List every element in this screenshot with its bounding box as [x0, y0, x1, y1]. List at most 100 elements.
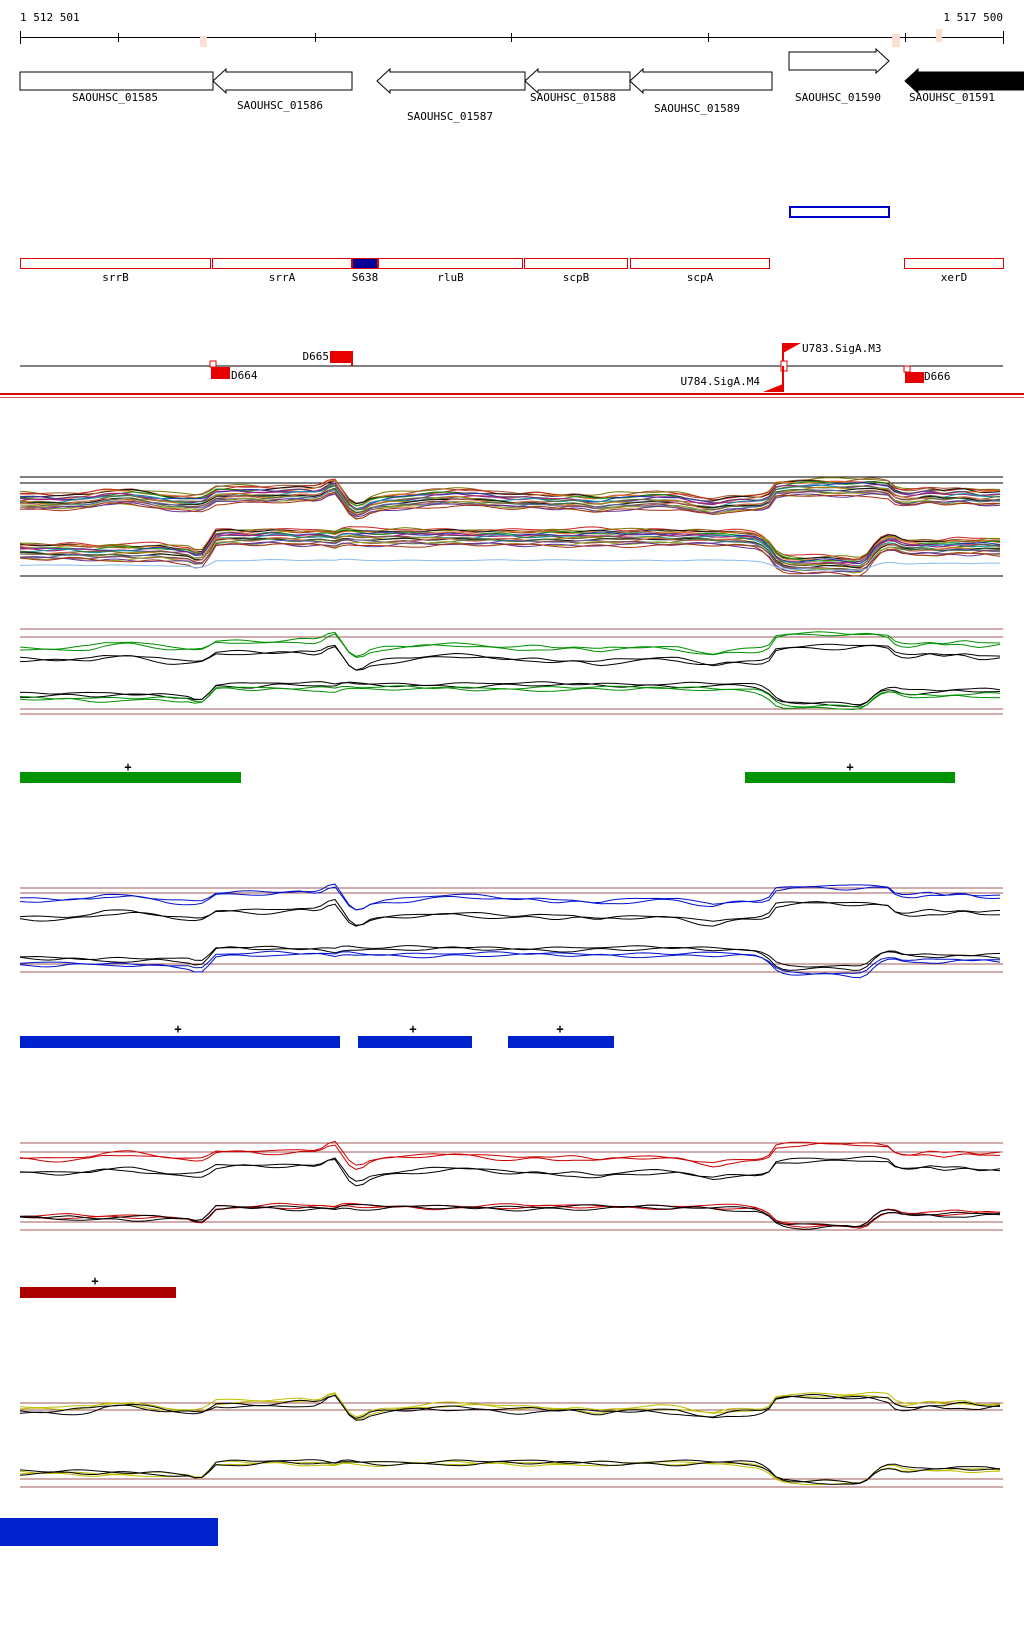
annotated-gene-label[interactable]: srrA — [268, 271, 296, 284]
ruler-major-tick — [905, 33, 906, 42]
all-conditions-signal-line — [19, 529, 1001, 563]
annotated-gene-box[interactable] — [378, 258, 523, 269]
marker-label[interactable]: U784.SigA.M4 — [680, 375, 760, 388]
plus-strand-sign: + — [409, 1022, 417, 1036]
condition-blue-signal-line — [19, 898, 1001, 926]
annotated-gene-label[interactable]: rluB — [437, 271, 464, 284]
all-conditions-signal-line — [19, 533, 1001, 567]
sequence-rule-line — [0, 393, 1024, 395]
marker-label[interactable]: U783.SigA.M3 — [802, 342, 882, 355]
ruler-start-coordinate: 1 512 501 — [20, 11, 80, 24]
gene-arrow[interactable] — [212, 67, 353, 95]
D664-box[interactable] — [211, 367, 230, 379]
bottom-transcript-box[interactable] — [0, 1518, 218, 1546]
green-cluster-bar[interactable] — [20, 772, 241, 783]
condition-blue-signal-line — [19, 950, 1000, 975]
ruler-end-tick — [20, 31, 21, 44]
plus-strand-sign: + — [846, 760, 854, 774]
annotated-gene-box[interactable] — [212, 258, 352, 269]
condition-blue-signal-line — [19, 952, 1001, 979]
U784.SigA.M4-flag[interactable] — [763, 384, 783, 392]
gene-label[interactable]: SAOUHSC_01590 — [794, 91, 882, 104]
annotated-gene-box[interactable] — [904, 258, 1004, 269]
condition-yellow-signal-line — [19, 1394, 1001, 1421]
condition-yellow-signal-line — [19, 1391, 1001, 1418]
all-conditions-signal-line — [19, 479, 1001, 507]
condition-red-signal-line — [19, 1205, 1001, 1230]
ruler-major-tick — [708, 33, 709, 42]
condition-yellow-signal-line — [19, 1459, 1001, 1485]
ruler-major-tick — [315, 33, 316, 42]
gene-label[interactable]: SAOUHSC_01589 — [653, 102, 741, 115]
ruler-cursor-mark — [200, 36, 207, 47]
D664-anchor-square — [209, 360, 217, 368]
annotated-gene-label[interactable]: xerD — [940, 271, 968, 284]
condition-red-signal-line — [19, 1156, 1001, 1182]
annotated-gene-box[interactable] — [20, 258, 211, 269]
marker-label[interactable]: D664 — [231, 369, 258, 382]
gene-arrow[interactable] — [904, 67, 1024, 95]
blue-cluster-bar[interactable] — [20, 1036, 340, 1048]
gene-label[interactable]: SAOUHSC_01585 — [71, 91, 159, 104]
all-conditions-signal-line — [19, 526, 1001, 560]
marker-label[interactable]: D665 — [302, 350, 330, 363]
condition-yellow-signal-line — [19, 1459, 1001, 1484]
condition-green-signal-line — [19, 686, 1001, 711]
condition-red-signal-line — [19, 1203, 1001, 1228]
marker-label[interactable]: D666 — [924, 370, 951, 383]
condition-red-signal-line — [19, 1140, 1001, 1166]
ruler-major-tick — [118, 33, 119, 42]
condition-red-signal-line — [19, 1142, 1001, 1170]
plus-strand-sign: + — [174, 1022, 182, 1036]
ruler-cursor-mark — [936, 29, 942, 42]
annotated-gene-box[interactable] — [352, 258, 378, 269]
all-conditions-signal-line — [19, 558, 1000, 571]
all-conditions-signal-line — [19, 542, 1001, 577]
gene-label[interactable]: SAOUHSC_01587 — [406, 110, 494, 123]
condition-green-signal-line — [20, 681, 1001, 706]
gene-arrow[interactable] — [629, 67, 773, 95]
gene-arrow[interactable] — [524, 67, 631, 95]
annotated-gene-box[interactable] — [524, 258, 628, 269]
D665-box[interactable] — [330, 351, 352, 363]
gene-arrow[interactable] — [788, 47, 890, 75]
green-cluster-bar[interactable] — [745, 772, 955, 783]
D666-box[interactable] — [905, 372, 924, 383]
predicted-transcript-box[interactable] — [789, 206, 890, 218]
condition-blue-signal-line — [19, 886, 1001, 911]
condition-green-signal-line — [19, 632, 1001, 658]
all-conditions-signal-line — [20, 492, 1001, 520]
blue-cluster-bar[interactable] — [508, 1036, 614, 1048]
ruler-major-tick — [511, 33, 512, 42]
darkred-cluster-bar[interactable] — [20, 1287, 176, 1298]
annotated-gene-label[interactable]: srrB — [102, 271, 129, 284]
all-conditions-signal-line — [19, 541, 1000, 575]
plus-strand-sign: + — [91, 1274, 99, 1288]
annotated-gene-label[interactable]: scpB — [562, 271, 590, 284]
D666-anchor-square — [903, 365, 911, 373]
ruler-cursor-mark — [892, 34, 900, 47]
ruler-end-tick — [1003, 31, 1004, 44]
condition-red-signal-line — [19, 1158, 1001, 1187]
gene-arrow[interactable] — [19, 71, 214, 91]
gene-label[interactable]: SAOUHSC_01586 — [236, 99, 324, 112]
condition-blue-signal-line — [19, 946, 1001, 971]
all-conditions-signal-line — [19, 493, 1001, 518]
U783.SigA.M3-flag[interactable] — [783, 343, 801, 353]
annotated-gene-label[interactable]: scpA — [686, 271, 714, 284]
gene-label[interactable]: SAOUHSC_01591 — [908, 91, 996, 104]
condition-blue-signal-line — [19, 883, 1001, 911]
gene-label[interactable]: SAOUHSC_01588 — [529, 91, 617, 104]
gene-arrow[interactable] — [376, 67, 526, 95]
sequence-rule-line — [0, 397, 1024, 398]
annotated-gene-box[interactable] — [630, 258, 770, 269]
condition-blue-signal-line — [19, 901, 1001, 927]
blue-cluster-bar[interactable] — [358, 1036, 472, 1048]
condition-yellow-signal-line — [19, 1461, 1001, 1486]
condition-red-signal-line — [19, 1202, 1001, 1228]
plus-strand-sign: + — [124, 760, 132, 774]
ruler-end-coordinate: 1 517 500 — [943, 11, 1003, 24]
annotated-gene-label[interactable]: S638 — [351, 271, 379, 284]
